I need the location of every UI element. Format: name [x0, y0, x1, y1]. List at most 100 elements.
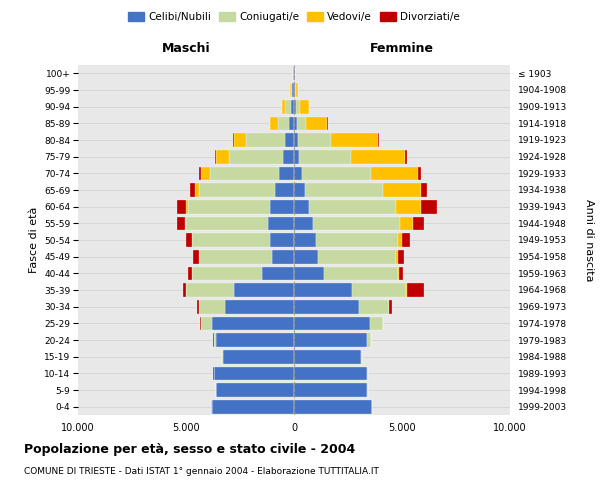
- Bar: [200, 316, 201, 330]
- Bar: [269, 116, 270, 130]
- Bar: [309, 200, 395, 213]
- Bar: [193, 250, 199, 264]
- Bar: [233, 133, 247, 147]
- Bar: [421, 183, 427, 197]
- Bar: [289, 116, 294, 130]
- Bar: [407, 283, 424, 297]
- Bar: [398, 250, 404, 264]
- Bar: [313, 216, 400, 230]
- Bar: [294, 216, 313, 230]
- Bar: [182, 283, 186, 297]
- Bar: [188, 266, 192, 280]
- Bar: [297, 116, 306, 130]
- Text: COMUNE DI TRIESTE - Dati ISTAT 1° gennaio 2004 - Elaborazione TUTTITALIA.IT: COMUNE DI TRIESTE - Dati ISTAT 1° gennai…: [24, 468, 379, 476]
- Bar: [186, 200, 188, 213]
- Bar: [216, 383, 294, 397]
- Bar: [225, 300, 294, 314]
- Bar: [294, 100, 296, 114]
- Bar: [210, 166, 279, 180]
- Bar: [278, 116, 289, 130]
- Bar: [299, 150, 351, 164]
- Bar: [190, 183, 194, 197]
- Bar: [331, 133, 378, 147]
- Bar: [378, 133, 379, 147]
- Bar: [294, 250, 318, 264]
- Bar: [399, 266, 403, 280]
- Bar: [286, 133, 294, 147]
- Bar: [402, 233, 410, 247]
- Bar: [370, 316, 383, 330]
- Bar: [294, 116, 297, 130]
- Y-axis label: Anni di nascita: Anni di nascita: [584, 198, 593, 281]
- Bar: [395, 200, 421, 213]
- Bar: [406, 283, 407, 297]
- Bar: [383, 183, 421, 197]
- Bar: [292, 83, 294, 97]
- Bar: [199, 250, 272, 264]
- Bar: [293, 66, 294, 80]
- Bar: [275, 183, 294, 197]
- Bar: [223, 350, 294, 364]
- Bar: [229, 150, 283, 164]
- Bar: [178, 216, 185, 230]
- Bar: [359, 300, 389, 314]
- Bar: [188, 200, 270, 213]
- Bar: [361, 350, 362, 364]
- Bar: [197, 300, 199, 314]
- Bar: [212, 316, 294, 330]
- Bar: [324, 266, 398, 280]
- Bar: [193, 233, 270, 247]
- Bar: [294, 366, 367, 380]
- Bar: [201, 316, 212, 330]
- Bar: [193, 266, 262, 280]
- Bar: [199, 300, 225, 314]
- Bar: [294, 66, 295, 80]
- Text: Maschi: Maschi: [161, 42, 211, 55]
- Bar: [192, 233, 193, 247]
- Bar: [216, 333, 294, 347]
- Bar: [316, 233, 398, 247]
- Bar: [398, 233, 402, 247]
- Bar: [199, 183, 275, 197]
- Bar: [185, 216, 186, 230]
- Bar: [413, 216, 424, 230]
- Bar: [186, 283, 233, 297]
- Text: Femmine: Femmine: [370, 42, 434, 55]
- Bar: [302, 166, 371, 180]
- Bar: [294, 350, 361, 364]
- Bar: [305, 183, 383, 197]
- Bar: [216, 150, 229, 164]
- Bar: [268, 216, 294, 230]
- Bar: [294, 400, 372, 413]
- Bar: [199, 166, 201, 180]
- Bar: [247, 133, 286, 147]
- Bar: [418, 166, 421, 180]
- Bar: [294, 383, 367, 397]
- Bar: [294, 316, 370, 330]
- Bar: [421, 200, 437, 213]
- Bar: [371, 166, 418, 180]
- Bar: [194, 183, 199, 197]
- Bar: [306, 116, 328, 130]
- Bar: [294, 283, 352, 297]
- Bar: [270, 116, 278, 130]
- Bar: [300, 100, 308, 114]
- Bar: [395, 250, 398, 264]
- Bar: [298, 133, 331, 147]
- Bar: [214, 333, 216, 347]
- Legend: Celibi/Nubili, Coniugati/e, Vedovi/e, Divorziati/e: Celibi/Nubili, Coniugati/e, Vedovi/e, Di…: [124, 8, 464, 26]
- Bar: [400, 216, 413, 230]
- Bar: [398, 266, 399, 280]
- Bar: [178, 200, 186, 213]
- Bar: [270, 200, 294, 213]
- Bar: [389, 300, 392, 314]
- Bar: [405, 150, 407, 164]
- Bar: [270, 233, 294, 247]
- Bar: [262, 266, 294, 280]
- Bar: [294, 183, 305, 197]
- Bar: [294, 150, 299, 164]
- Bar: [294, 233, 316, 247]
- Bar: [352, 283, 406, 297]
- Bar: [272, 250, 294, 264]
- Bar: [294, 300, 359, 314]
